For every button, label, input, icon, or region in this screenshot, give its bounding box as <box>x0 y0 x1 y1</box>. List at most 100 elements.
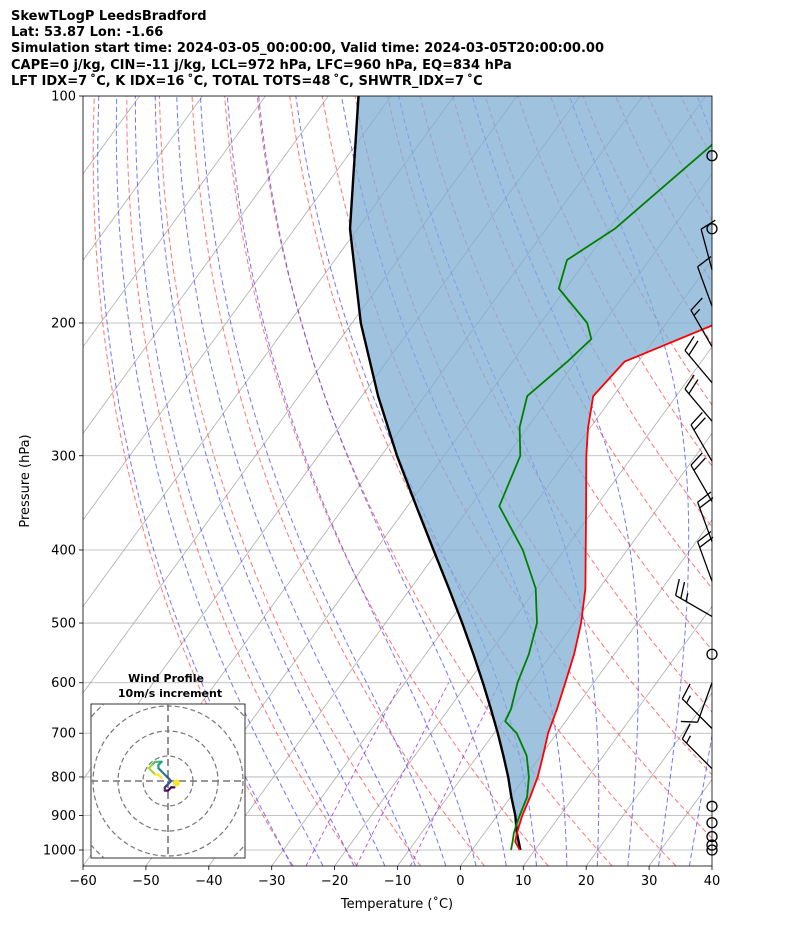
wind-barb-flag <box>690 452 703 466</box>
wind-barb-flag <box>697 491 712 503</box>
x-axis-label: Temperature (˚C) <box>340 896 453 912</box>
wind-barb-shaft <box>684 350 713 384</box>
calm-wind-marker <box>706 223 718 235</box>
calm-wind-marker <box>706 831 718 843</box>
wind-barb-shaft <box>681 698 713 729</box>
wind-barb-half-flag <box>685 735 692 744</box>
chart-title: SkewTLogP LeedsBradford <box>11 9 207 24</box>
wind-barb-flag <box>674 578 680 596</box>
wind-barb-shaft <box>684 388 713 422</box>
wind-barb-flag <box>680 720 698 723</box>
y-tick-label: 800 <box>51 770 76 785</box>
wind-barb-flag <box>684 374 695 390</box>
wind-barb-flag <box>693 457 706 471</box>
wind-barb-shaft <box>700 229 713 270</box>
wind-barb <box>680 682 713 723</box>
wind-barb <box>690 412 713 462</box>
isotherm-gridline <box>522 605 712 866</box>
isotherm-gridline <box>334 346 712 866</box>
x-tick-label: −50 <box>132 874 159 889</box>
isotherm-gridline <box>0 96 14 866</box>
x-tick-label: 30 <box>641 874 658 889</box>
wind-barb-shaft <box>697 541 713 582</box>
wind-barb-shaft <box>697 682 713 723</box>
hodograph-point <box>172 779 180 787</box>
wind-barb-shaft <box>697 501 713 542</box>
wind-barb <box>681 683 713 729</box>
dry-adiabat-line <box>126 96 358 866</box>
wind-barb <box>681 723 713 770</box>
y-axis-label: Pressure (hPa) <box>18 434 33 527</box>
dry-adiabat-line <box>256 96 613 866</box>
dry-adiabat-line <box>289 96 677 866</box>
wind-barb-flag <box>690 297 703 311</box>
y-tick-label: 700 <box>51 727 76 742</box>
isotherm-gridline <box>0 96 77 866</box>
calm-wind-marker <box>706 817 718 829</box>
x-tick-label: 20 <box>578 874 595 889</box>
wind-barb <box>684 374 713 422</box>
x-tick-label: 0 <box>456 874 464 889</box>
dry-adiabat-line <box>387 96 712 713</box>
wind-barb-flag <box>688 340 699 356</box>
inset-subtitle: 10m/s increment <box>118 687 222 700</box>
moist-adiabat-line <box>134 96 355 866</box>
x-tick-label: −60 <box>69 874 96 889</box>
dry-adiabat-line <box>484 96 712 528</box>
x-tick-label: −40 <box>195 874 222 889</box>
x-tick-label: 40 <box>704 874 721 889</box>
x-tick-label: −20 <box>321 874 348 889</box>
moist-adiabat-line <box>115 96 324 866</box>
mixing-ratio-line <box>355 682 450 866</box>
cin-shaded-area <box>350 96 712 850</box>
isotherm-gridline <box>711 865 712 866</box>
moist-adiabat-line <box>97 96 293 866</box>
wind-barb-shaft <box>675 594 713 617</box>
wind-barb-shaft <box>681 738 713 770</box>
wind-barb-flag <box>681 723 691 740</box>
y-tick-label: 200 <box>51 316 76 331</box>
calm-wind-marker <box>706 800 718 812</box>
y-tick-label: 500 <box>51 617 76 632</box>
moist-adiabat-line <box>226 96 477 866</box>
y-tick-label: 400 <box>51 543 76 558</box>
chart-header: SkewTLogP LeedsBradford Lat: 53.87 Lon: … <box>11 9 791 90</box>
isotherm-gridline <box>460 519 712 866</box>
wind-barb <box>684 336 713 384</box>
stability-line-1: CAPE=0 j/kg, CIN=-11 j/kg, LCL=972 hPa, … <box>11 57 512 73</box>
temperature-line <box>514 324 712 851</box>
x-tick-label: 10 <box>515 874 532 889</box>
wind-barb-flag <box>690 412 703 426</box>
calm-wind-marker <box>706 648 718 660</box>
y-tick-label: 100 <box>51 90 76 105</box>
y-tick-label: 300 <box>51 449 76 464</box>
mixing-ratio-line <box>305 682 402 866</box>
wind-barb-flag <box>688 379 699 395</box>
wind-barb-shaft <box>697 266 713 307</box>
isotherm-gridline <box>83 96 392 521</box>
stability-line-2: LFT IDX=7 ˚C, K IDX=16 ˚C, TOTAL TOTS=48… <box>11 73 483 89</box>
wind-barb-half-flag <box>685 695 692 704</box>
y-tick-label: 600 <box>51 676 76 691</box>
x-tick-label: −30 <box>258 874 285 889</box>
moist-adiabat-line <box>154 96 386 866</box>
wind-barb-flag <box>693 417 706 431</box>
y-tick-label: 1000 <box>43 844 76 859</box>
dry-adiabat-line <box>746 96 794 866</box>
location-line: Lat: 53.87 Lon: -1.66 <box>11 25 164 41</box>
wind-barb-flag <box>680 581 686 599</box>
dry-adiabat-line <box>778 96 794 866</box>
isotherm-gridline <box>83 96 266 348</box>
wind-barb <box>690 452 713 502</box>
hodograph-segment <box>157 773 163 779</box>
calm-wind-marker <box>706 839 718 851</box>
time-line: Simulation start time: 2024-03-05_00:00:… <box>11 41 604 57</box>
wind-barb-shaft <box>690 464 713 502</box>
isotherm-gridline <box>585 692 712 866</box>
wind-barb-flag <box>681 683 691 700</box>
isotherm-gridline <box>397 432 712 866</box>
wind-barb <box>690 297 713 347</box>
inset-title: Wind Profile <box>128 672 204 685</box>
y-tick-label: 900 <box>51 809 76 824</box>
